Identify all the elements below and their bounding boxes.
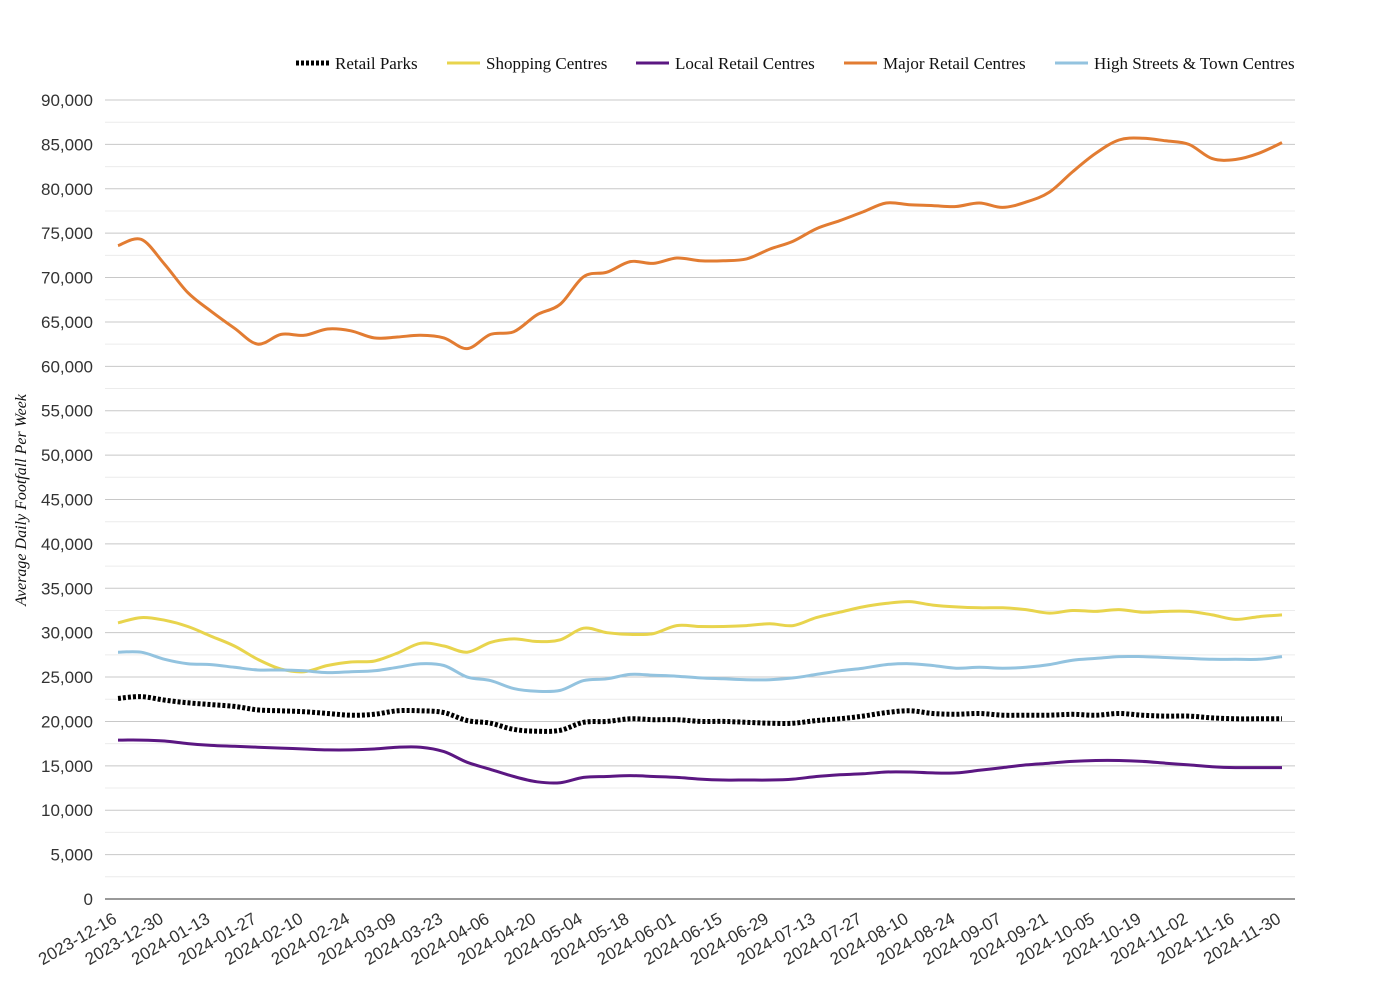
grid-lines bbox=[105, 99, 1295, 878]
y-tick-label: 55,000 bbox=[41, 402, 93, 421]
legend[interactable]: Retail Parks Shopping Centres Local Retail… bbox=[296, 54, 1295, 73]
legend-label: High Streets & Town Centres bbox=[1094, 54, 1295, 73]
y-tick-label: 45,000 bbox=[41, 491, 93, 510]
legend-label: Major Retail Centres bbox=[883, 54, 1026, 73]
series-line-shopping-centres bbox=[117, 600, 1283, 674]
y-tick-label: 85,000 bbox=[41, 135, 93, 154]
y-tick-label: 20,000 bbox=[41, 712, 93, 731]
y-tick-label: 15,000 bbox=[41, 757, 93, 776]
series-line-high-streets-town-centres bbox=[117, 650, 1283, 694]
y-tick-label: 75,000 bbox=[41, 224, 93, 243]
legend-label: Shopping Centres bbox=[486, 54, 607, 73]
y-tick-label: 70,000 bbox=[41, 269, 93, 288]
legend-item-retail-parks[interactable]: Retail Parks bbox=[296, 54, 418, 73]
series-line-retail-parks bbox=[117, 694, 1282, 734]
x-axis-ticks: 2023-12-162023-12-302024-01-132024-01-27… bbox=[35, 909, 1284, 969]
y-tick-label: 50,000 bbox=[41, 446, 93, 465]
y-tick-label: 25,000 bbox=[41, 668, 93, 687]
legend-label: Retail Parks bbox=[335, 54, 418, 73]
legend-item-high-streets-town-centres[interactable]: High Streets & Town Centres bbox=[1055, 54, 1295, 73]
legend-item-shopping-centres[interactable]: Shopping Centres bbox=[447, 54, 607, 73]
y-axis-label: Average Daily Footfall Per Week bbox=[13, 393, 30, 607]
y-tick-label: 80,000 bbox=[41, 180, 93, 199]
y-axis-ticks: 0 5,000 10,000 15,000 20,000 25,000 30,000 35,0… bbox=[41, 91, 93, 909]
y-tick-label: 90,000 bbox=[41, 91, 93, 110]
series-line-local-retail-centres bbox=[117, 738, 1282, 785]
y-tick-label: 35,000 bbox=[41, 579, 93, 598]
series-line-major-retail-centres bbox=[117, 136, 1283, 351]
y-tick-label: 40,000 bbox=[41, 535, 93, 554]
y-tick-label: 0 bbox=[84, 890, 93, 909]
y-tick-label: 60,000 bbox=[41, 357, 93, 376]
plot-series bbox=[117, 136, 1283, 785]
legend-label: Local Retail Centres bbox=[675, 54, 815, 73]
y-tick-label: 30,000 bbox=[41, 624, 93, 643]
legend-item-major-retail-centres[interactable]: Major Retail Centres bbox=[844, 54, 1026, 73]
y-tick-label: 10,000 bbox=[41, 801, 93, 820]
legend-item-local-retail-centres[interactable]: Local Retail Centres bbox=[636, 54, 815, 73]
y-tick-label: 65,000 bbox=[41, 313, 93, 332]
y-tick-label: 5,000 bbox=[50, 846, 93, 865]
